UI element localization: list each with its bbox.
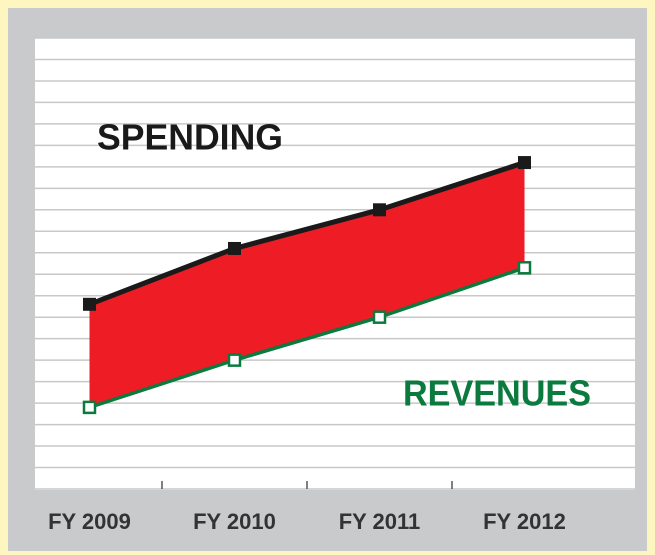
- point-marker: [83, 297, 96, 311]
- point-marker: [517, 261, 532, 275]
- series-line: [88, 266, 526, 410]
- x-tick-label: FY 2010: [193, 509, 276, 534]
- series-label: SPENDING: [97, 117, 283, 158]
- point-marker: [227, 353, 242, 367]
- point-marker: [372, 310, 387, 324]
- x-tick-label: FY 2012: [483, 509, 566, 534]
- point-marker: [228, 241, 241, 255]
- point-marker: [373, 203, 386, 217]
- series-line: [88, 160, 526, 307]
- x-tick-label: FY 2009: [48, 509, 131, 534]
- point-marker: [82, 400, 97, 415]
- series-label: REVENUES: [403, 373, 591, 414]
- gap-area: [89, 162, 525, 408]
- x-tick-label: FY 2011: [339, 509, 421, 534]
- point-marker: [518, 156, 531, 170]
